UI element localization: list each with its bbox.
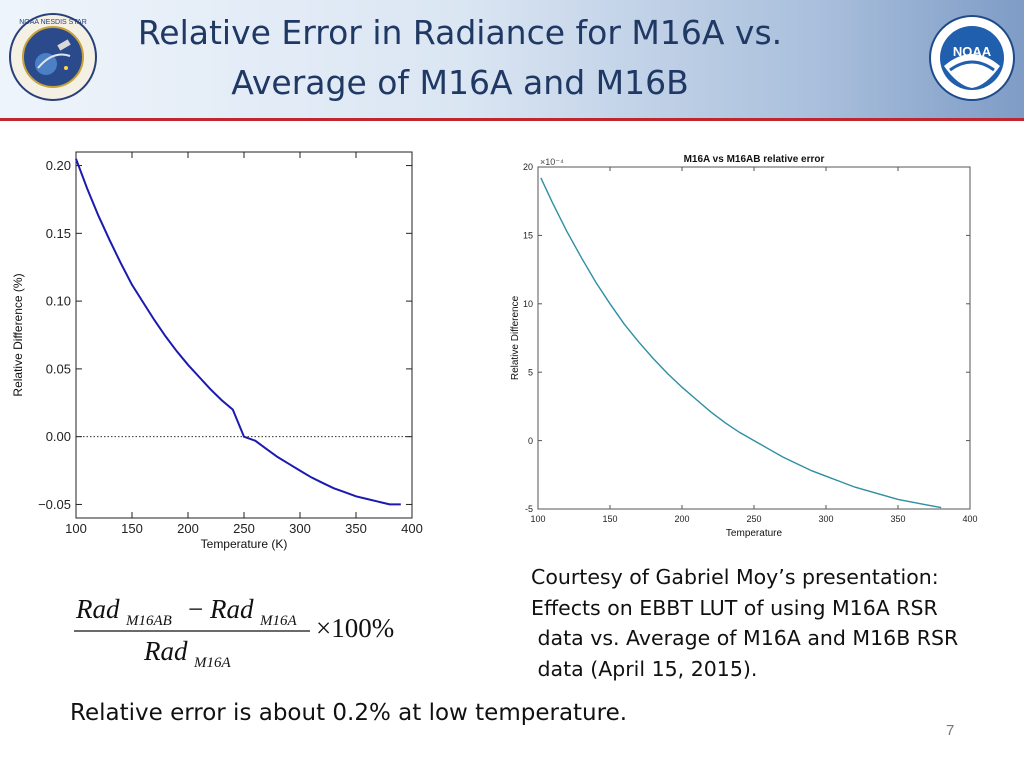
formula-denominator-rad: Rad bbox=[143, 636, 188, 666]
right-chart-y-tick-label: 5 bbox=[528, 367, 533, 377]
left-chart-y-tick-label: 0.15 bbox=[46, 226, 71, 241]
left-chart-y-tick-label: 0.05 bbox=[46, 361, 71, 376]
formula-numerator-sub-1: M16AB bbox=[125, 613, 172, 629]
noaa-logo-label: NOAA bbox=[953, 44, 992, 59]
right-chart-frame bbox=[537, 166, 971, 510]
right-chart-y-tick-label: 0 bbox=[528, 436, 533, 446]
courtesy-line-3: data vs. Average of M16A and M16B RSR bbox=[531, 626, 959, 650]
left-chart-y-tick-label: −0.05 bbox=[38, 497, 71, 512]
left-chart-x-tick-label: 200 bbox=[177, 521, 199, 536]
courtesy-line-2: Effects on EBBT LUT of using M16A RSR bbox=[531, 595, 938, 620]
courtesy-line-1: Courtesy of Gabriel Moy’s presentation: bbox=[531, 565, 939, 589]
left-chart-x-tick-label: 250 bbox=[233, 521, 255, 536]
right-chart-x-tick-label: 350 bbox=[890, 514, 905, 524]
right-chart-x-tick-label: 400 bbox=[962, 514, 977, 524]
left-chart-x-tick-label: 350 bbox=[345, 521, 367, 536]
right-chart-x-axis-label: Temperature bbox=[726, 528, 783, 539]
left-chart-y-tick-label: 0.10 bbox=[46, 294, 71, 309]
right-chart-x-tick-label: 100 bbox=[530, 514, 545, 524]
relative-error-formula: Rad M16AB − Rad M16A ×100% Rad M16A bbox=[74, 594, 394, 671]
left-chart-y-tick-label: 0.00 bbox=[46, 429, 71, 444]
formula-numerator-rad-1: Rad bbox=[75, 594, 120, 624]
right-chart-y-tick-label: 10 bbox=[523, 299, 533, 309]
right-chart-x-tick-label: 250 bbox=[746, 514, 761, 524]
formula-times: ×100% bbox=[316, 613, 394, 643]
right-chart-title: M16A vs M16AB relative error bbox=[684, 154, 825, 165]
left-chart-x-axis-label: Temperature (K) bbox=[201, 537, 288, 551]
left-chart-x-tick-label: 300 bbox=[289, 521, 311, 536]
formula-numerator-sub-2: M16A bbox=[259, 613, 297, 629]
page-title-line-1: Relative Error in Radiance for M16A vs. bbox=[137, 13, 783, 52]
header-banner bbox=[0, 0, 1024, 118]
left-chart-series-line bbox=[75, 158, 401, 506]
right-chart-y-tick-label: 20 bbox=[523, 162, 533, 172]
courtesy-note: Courtesy of Gabriel Moy’s presentation: … bbox=[531, 562, 1001, 684]
right-chart-y-tick-label: 15 bbox=[523, 231, 533, 241]
formula-denominator-sub: M16A bbox=[193, 655, 231, 671]
star-logo-icon: NOAA NESDIS STAR bbox=[9, 13, 97, 101]
page-title-line-2: Average of M16A and M16B bbox=[231, 63, 689, 102]
left-chart-y-axis-label: Relative Difference (%) bbox=[11, 273, 25, 396]
relative-difference-percent-chart: 100 150 200 250 300 350 400 0.20 0.15 0.10 0.05 0.0… bbox=[11, 151, 423, 551]
star-logo-label: NOAA NESDIS STAR bbox=[19, 19, 87, 26]
left-chart-frame bbox=[75, 151, 413, 519]
right-chart-y-axis-label: Relative Difference bbox=[510, 295, 521, 380]
courtesy-line-4: data (April 15, 2015). bbox=[531, 656, 758, 681]
formula-numerator-rad-2: Rad bbox=[209, 594, 254, 624]
left-chart-y-tick-label: 0.20 bbox=[46, 158, 71, 173]
left-chart-x-tick-label: 150 bbox=[121, 521, 143, 536]
right-chart-x-tick-label: 150 bbox=[602, 514, 617, 524]
right-chart-exponent-label: ×10⁻⁴ bbox=[540, 157, 564, 167]
summary-text: Relative error is about 0.2% at low temp… bbox=[70, 700, 628, 726]
page-title: Relative Error in Radiance for M16A vs. … bbox=[120, 8, 800, 108]
noaa-logo-icon: NOAA bbox=[929, 15, 1015, 101]
formula-minus: − bbox=[188, 594, 203, 624]
page-number: 7 bbox=[946, 722, 955, 739]
left-chart-x-tick-label: 100 bbox=[65, 521, 87, 536]
left-chart-x-tick-label: 400 bbox=[401, 521, 423, 536]
right-chart-x-tick-label: 200 bbox=[674, 514, 689, 524]
header-divider bbox=[0, 118, 1024, 121]
right-chart-x-tick-label: 300 bbox=[818, 514, 833, 524]
right-chart-y-tick-label: -5 bbox=[525, 504, 533, 514]
right-chart-series-line bbox=[540, 177, 942, 509]
